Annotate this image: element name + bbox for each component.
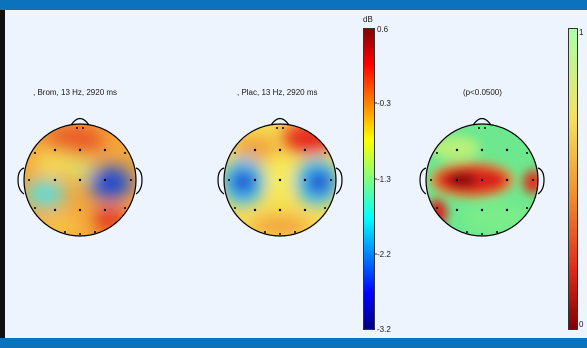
colorbar-stat	[568, 28, 578, 330]
topomap-brom	[17, 117, 143, 237]
window-bottom-bar	[0, 338, 587, 348]
figure-panel: , Brom, 13 Hz, 2920 ms , Plac, 13 Hz, 29…	[5, 10, 587, 338]
colorbar-stat-tick-min: 0	[579, 320, 584, 329]
topomap-title-stat: (p<0.0500)	[463, 88, 502, 97]
topomap-plac	[217, 117, 343, 237]
colorbar-tick-2: -0.3	[377, 99, 391, 108]
colorbar-tick-max: 0.6	[377, 25, 389, 34]
topomap-title-plac: , Plac, 13 Hz, 2920 ms	[237, 88, 318, 97]
colorbar-unit: dB	[363, 15, 373, 24]
topomap-stat	[419, 117, 545, 237]
window-left-edge	[0, 10, 5, 338]
topomap-title-brom: , Brom, 13 Hz, 2920 ms	[33, 88, 118, 97]
colorbar-tick-min: -3.2	[377, 325, 391, 334]
colorbar-tick-3: -1.3	[377, 175, 391, 184]
window-top-bar	[0, 0, 587, 10]
colorbar-stat-tick-max: 1	[579, 28, 584, 37]
colorbar-power	[363, 28, 377, 330]
colorbar-tick-4: -2.2	[377, 250, 391, 259]
